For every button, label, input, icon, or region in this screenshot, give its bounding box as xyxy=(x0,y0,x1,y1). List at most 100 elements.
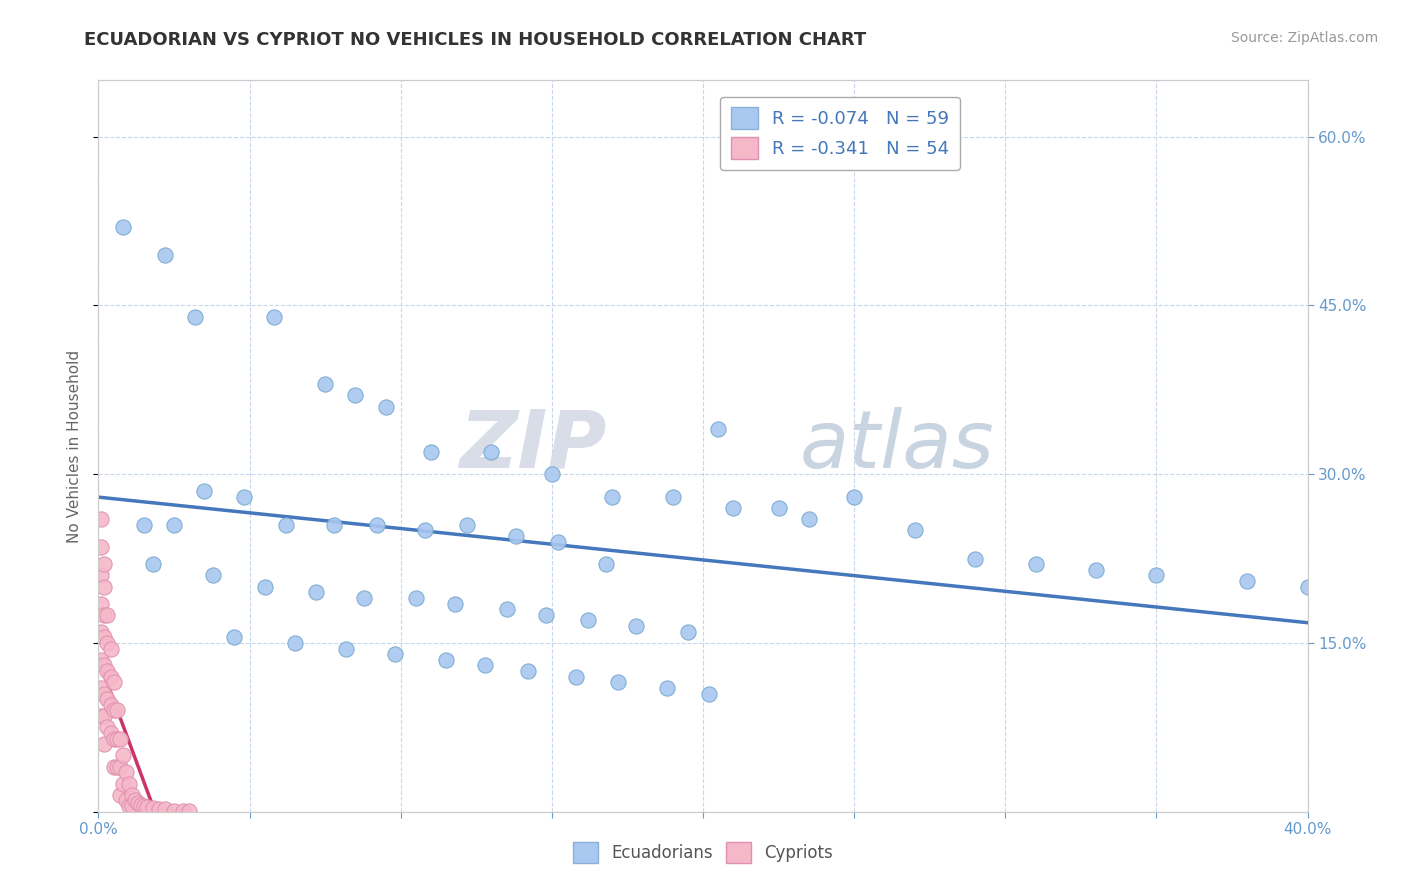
Point xyxy=(129,797,152,812)
Point xyxy=(904,524,927,538)
Point xyxy=(844,490,866,504)
Point xyxy=(314,377,336,392)
Point xyxy=(124,793,146,807)
Point xyxy=(96,636,118,650)
Point xyxy=(232,490,254,504)
Point xyxy=(344,388,367,402)
Point xyxy=(93,580,115,594)
Point xyxy=(90,512,112,526)
Point xyxy=(768,500,790,515)
Point xyxy=(111,776,134,790)
Point xyxy=(172,804,194,818)
Point xyxy=(93,709,115,723)
Point xyxy=(132,517,155,532)
Point xyxy=(420,444,443,458)
Point xyxy=(547,534,569,549)
Point xyxy=(93,630,115,644)
Point xyxy=(96,720,118,734)
Point xyxy=(505,529,527,543)
Point xyxy=(132,799,155,814)
Point xyxy=(96,607,118,622)
Point xyxy=(1024,557,1046,571)
Point xyxy=(335,641,357,656)
Point xyxy=(108,788,131,802)
Point xyxy=(108,731,131,746)
Point xyxy=(100,726,122,740)
Point xyxy=(224,630,246,644)
Point xyxy=(1236,574,1258,588)
Point xyxy=(444,597,467,611)
Point xyxy=(284,636,307,650)
Point xyxy=(90,541,112,555)
Point xyxy=(655,681,678,695)
Point xyxy=(142,557,165,571)
Point xyxy=(595,557,617,571)
Text: ZIP: ZIP xyxy=(458,407,606,485)
Point xyxy=(723,500,745,515)
Point xyxy=(103,675,125,690)
Point xyxy=(96,664,118,678)
Point xyxy=(114,765,136,780)
Point xyxy=(456,517,478,532)
Point xyxy=(965,551,987,566)
Text: atlas: atlas xyxy=(800,407,994,485)
Point xyxy=(100,670,122,684)
Text: Source: ZipAtlas.com: Source: ZipAtlas.com xyxy=(1230,31,1378,45)
Point xyxy=(626,619,648,633)
Point xyxy=(263,310,285,324)
Point xyxy=(697,687,720,701)
Point xyxy=(105,760,128,774)
Point xyxy=(103,760,125,774)
Point xyxy=(179,804,201,818)
Point xyxy=(323,517,346,532)
Point xyxy=(90,597,112,611)
Point xyxy=(105,703,128,717)
Point xyxy=(114,793,136,807)
Point xyxy=(434,653,457,667)
Point xyxy=(93,687,115,701)
Point xyxy=(516,664,538,678)
Point xyxy=(163,517,186,532)
Point xyxy=(366,517,388,532)
Point xyxy=(103,703,125,717)
Point xyxy=(90,681,112,695)
Point xyxy=(661,490,683,504)
Point xyxy=(105,731,128,746)
Point xyxy=(111,748,134,763)
Point xyxy=(153,802,176,816)
Point xyxy=(481,444,503,458)
Point xyxy=(111,219,134,234)
Point xyxy=(100,641,122,656)
Point xyxy=(100,698,122,712)
Point xyxy=(405,591,427,605)
Point xyxy=(202,568,225,582)
Point xyxy=(93,737,115,751)
Point xyxy=(707,422,730,436)
Point xyxy=(193,483,215,498)
Point xyxy=(103,731,125,746)
Point xyxy=(127,796,149,810)
Point xyxy=(413,524,436,538)
Point xyxy=(495,602,517,616)
Point xyxy=(153,248,176,262)
Point xyxy=(253,580,276,594)
Point xyxy=(305,585,328,599)
Point xyxy=(93,658,115,673)
Point xyxy=(90,568,112,582)
Point xyxy=(90,624,112,639)
Point xyxy=(565,670,588,684)
Point xyxy=(90,653,112,667)
Point xyxy=(374,400,396,414)
Point xyxy=(108,760,131,774)
Point xyxy=(1144,568,1167,582)
Point xyxy=(384,647,406,661)
Point xyxy=(540,467,562,482)
Y-axis label: No Vehicles in Household: No Vehicles in Household xyxy=(67,350,83,542)
Point xyxy=(474,658,496,673)
Point xyxy=(118,799,141,814)
Point xyxy=(135,800,157,814)
Point xyxy=(576,614,599,628)
Point xyxy=(90,709,112,723)
Point xyxy=(121,788,143,802)
Point xyxy=(96,692,118,706)
